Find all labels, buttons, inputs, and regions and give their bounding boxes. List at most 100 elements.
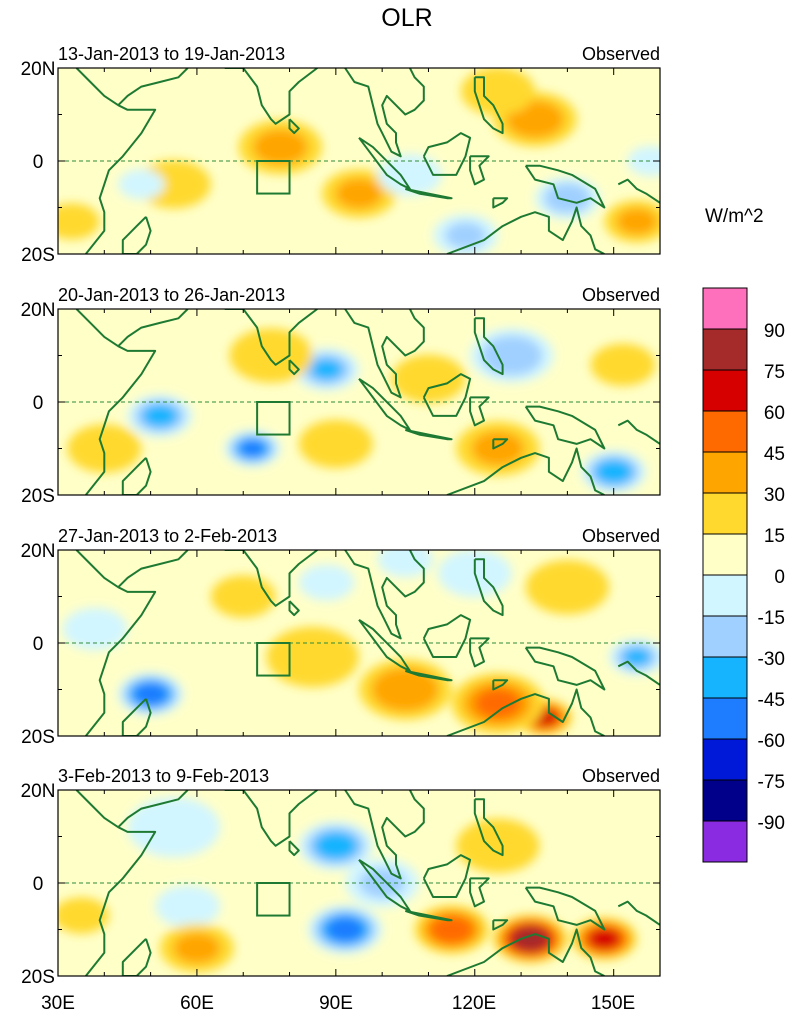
- anomaly-contour: [460, 68, 535, 116]
- coastline: [224, 68, 318, 125]
- anomaly-contour: [481, 335, 543, 376]
- anomaly-contour: [474, 688, 522, 719]
- coastlines: [75, 309, 660, 495]
- panel-date-label: 27-Jan-2013 to 2-Feb-2013: [58, 526, 277, 546]
- panel-date-label: 13-Jan-2013 to 19-Jan-2013: [58, 44, 285, 64]
- anomaly-contour: [136, 160, 211, 209]
- coastline: [117, 309, 189, 347]
- anomaly-contour: [456, 818, 540, 873]
- colorbar-swatch: [702, 410, 748, 453]
- coastline: [524, 164, 606, 209]
- coastline: [288, 118, 300, 135]
- anomaly-contour: [326, 917, 364, 942]
- anomaly-contour: [525, 560, 610, 615]
- coastline: [492, 919, 509, 931]
- panel-observed-label: Observed: [582, 44, 660, 64]
- coastline: [473, 558, 504, 617]
- colorbar-swatch: [702, 738, 748, 781]
- colorbar-label: 30: [764, 485, 785, 506]
- anomaly-layer: [67, 328, 656, 493]
- coastline: [492, 679, 509, 691]
- map-field: [58, 68, 660, 254]
- colorbar-label: -45: [758, 690, 785, 711]
- colorbar-swatch: [702, 328, 748, 371]
- y-tick-label: 0: [33, 393, 44, 414]
- panels: 20N 0 20S 13-Jan-2013 to 19-Jan-2013 Observe…: [21, 44, 661, 988]
- map-panel: 20N 0 20S 13-Jan-2013 to 19-Jan-2013 Observe…: [21, 44, 661, 266]
- anomaly-contour: [58, 203, 100, 240]
- anomaly-contour: [298, 419, 373, 469]
- coastline: [75, 309, 157, 495]
- coastline: [446, 688, 605, 736]
- coastline: [422, 132, 472, 176]
- coastline: [446, 206, 605, 254]
- anomaly-contour: [210, 575, 276, 618]
- panel-observed-label: Observed: [582, 766, 660, 786]
- y-tick-label: 0: [33, 152, 44, 173]
- coastline: [473, 798, 504, 857]
- colorbar-label: -75: [758, 772, 785, 793]
- coastline: [469, 637, 490, 668]
- coastline: [617, 660, 660, 686]
- y-tick-label: 20S: [21, 245, 55, 266]
- anomaly-contour: [142, 404, 178, 428]
- coastline: [288, 600, 300, 617]
- anomaly-contour: [133, 682, 168, 706]
- panel-ticks: [57, 308, 661, 496]
- coastline: [224, 790, 318, 847]
- y-tick-label: 20N: [21, 59, 56, 80]
- coastline: [404, 669, 453, 682]
- anomaly-contour: [62, 607, 128, 651]
- coastline: [288, 840, 300, 857]
- panel-ticks: [57, 67, 661, 255]
- coastline: [344, 550, 425, 640]
- panel-date-label: 3-Feb-2013 to 9-Feb-2013: [58, 766, 269, 786]
- anomaly-contour: [127, 797, 221, 858]
- anomaly-contour: [429, 915, 474, 944]
- anomaly-contour: [391, 354, 466, 403]
- x-tick-label: 120E: [452, 993, 496, 1013]
- anomaly-contour: [67, 424, 142, 473]
- coastline: [524, 886, 606, 931]
- colorbar-swatch: [702, 533, 748, 576]
- anomaly-contour: [372, 667, 439, 712]
- coastline: [117, 550, 189, 588]
- anomaly-layer: [62, 550, 660, 736]
- coastline: [117, 790, 189, 828]
- chart-title: OLR: [381, 4, 432, 32]
- coastline: [446, 447, 605, 495]
- panel-observed-label: Observed: [582, 526, 660, 546]
- coastline: [404, 428, 453, 441]
- anomaly-contour: [155, 885, 221, 928]
- panel-observed-label: Observed: [582, 285, 660, 305]
- anomaly-contour: [377, 154, 442, 196]
- colorbar-swatch: [702, 820, 748, 863]
- colorbar-label: -15: [758, 608, 785, 629]
- region-box: [256, 882, 291, 917]
- colorbar-label: -30: [758, 649, 785, 670]
- map-panel: 20N 0 20S 20-Jan-2013 to 26-Jan-2013 Observe…: [21, 285, 661, 507]
- colorbar-label: -90: [758, 813, 785, 834]
- coastline: [75, 790, 157, 976]
- y-tick-label: 20N: [21, 781, 56, 802]
- coastline: [446, 928, 605, 976]
- y-tick-label: 0: [33, 634, 44, 655]
- anomaly-contour: [544, 183, 591, 214]
- coastlines: [75, 550, 660, 736]
- panel-ticks: [57, 789, 661, 977]
- colorbar-label: -60: [758, 731, 785, 752]
- coastline: [469, 877, 490, 908]
- coastline: [344, 790, 425, 880]
- x-tick-label: 90E: [319, 993, 353, 1013]
- map-panel: 20N 0 20S 3-Feb-2013 to 9-Feb-2013 Observed: [21, 766, 661, 988]
- coastline: [617, 419, 660, 445]
- colorbar-swatch: [702, 779, 748, 822]
- map-field: [58, 550, 660, 736]
- coastline: [404, 909, 453, 922]
- map-field: [58, 790, 660, 976]
- colorbar-swatch: [702, 287, 748, 330]
- y-tick-label: 20S: [21, 967, 55, 988]
- anomaly-contour: [313, 831, 358, 861]
- x-axis: 30E 60E 90E 120E 150E: [41, 993, 635, 1013]
